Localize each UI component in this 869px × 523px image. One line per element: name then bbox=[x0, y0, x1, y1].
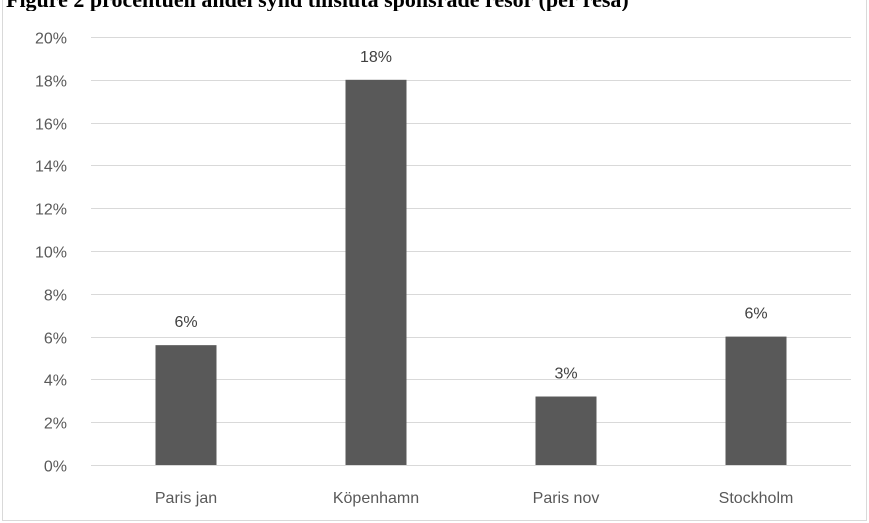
y-tick-label: 4% bbox=[44, 373, 67, 390]
x-tick-label: Paris jan bbox=[155, 490, 217, 507]
x-tick-label: Paris nov bbox=[533, 490, 600, 507]
data-label: 6% bbox=[744, 306, 767, 323]
x-tick-label: Köpenhamn bbox=[333, 490, 419, 507]
y-tick-label: 14% bbox=[35, 159, 67, 176]
data-label: 6% bbox=[174, 314, 197, 331]
y-tick-label: 20% bbox=[35, 31, 67, 48]
y-tick-label: 16% bbox=[35, 117, 67, 134]
y-tick-label: 6% bbox=[44, 331, 67, 348]
bar bbox=[345, 79, 407, 466]
bar bbox=[535, 396, 597, 465]
title-clip: Figure 2 procentuell andel synd tillslut… bbox=[0, 0, 869, 11]
bar bbox=[725, 336, 787, 465]
y-tick-label: 18% bbox=[35, 74, 67, 91]
bar bbox=[155, 345, 217, 465]
cut-off-title: Figure 2 procentuell andel synd tillslut… bbox=[6, 0, 629, 11]
y-tick-label: 10% bbox=[35, 245, 67, 262]
y-tick-label: 0% bbox=[44, 459, 67, 476]
y-tick-label: 12% bbox=[35, 202, 67, 219]
data-label: 18% bbox=[360, 49, 392, 66]
data-label: 3% bbox=[554, 366, 577, 383]
y-tick-label: 8% bbox=[44, 288, 67, 305]
y-tick-label: 2% bbox=[44, 416, 67, 433]
x-tick-label: Stockholm bbox=[719, 490, 794, 507]
